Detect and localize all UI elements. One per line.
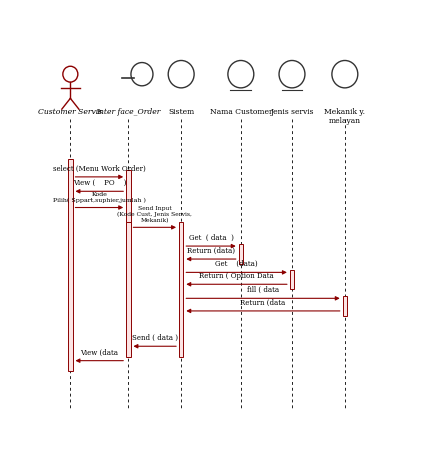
Text: fill ( data: fill ( data [247, 286, 279, 294]
Text: Kode
Pilih( Sppart,suphier,jumlah ): Kode Pilih( Sppart,suphier,jumlah ) [53, 192, 146, 203]
Bar [126, 170, 131, 222]
Text: Send ( data ): Send ( data ) [132, 334, 178, 342]
Bar [68, 159, 73, 372]
Text: Return (data): Return (data) [187, 247, 235, 255]
Bar [343, 296, 347, 315]
Text: Jenis servis: Jenis servis [270, 108, 314, 116]
Text: Customer Servis: Customer Servis [38, 108, 103, 116]
Bar [238, 244, 243, 264]
Text: View (    PO    ): View ( PO ) [73, 179, 126, 187]
Text: Return (data: Return (data [240, 299, 286, 307]
Text: View (data: View (data [81, 348, 118, 356]
Bar [179, 222, 183, 357]
Text: Sistem: Sistem [168, 108, 194, 116]
Bar [290, 270, 294, 289]
Text: Get  ( data  ): Get ( data ) [189, 234, 234, 242]
Text: Inter face_Order: Inter face_Order [96, 108, 161, 116]
Bar [126, 222, 131, 357]
Text: Nama Customer: Nama Customer [209, 108, 272, 116]
Text: Get    (data): Get (data) [215, 260, 258, 268]
Text: Send Input
(Kode Cust, Jenis Servis,
Mekanik): Send Input (Kode Cust, Jenis Servis, Mek… [117, 206, 192, 223]
Text: Return ( Option Data: Return ( Option Data [199, 272, 274, 280]
Text: Mekanik y.
melayan: Mekanik y. melayan [324, 108, 365, 125]
Text: select (Menu Work Order): select (Menu Work Order) [53, 165, 146, 173]
